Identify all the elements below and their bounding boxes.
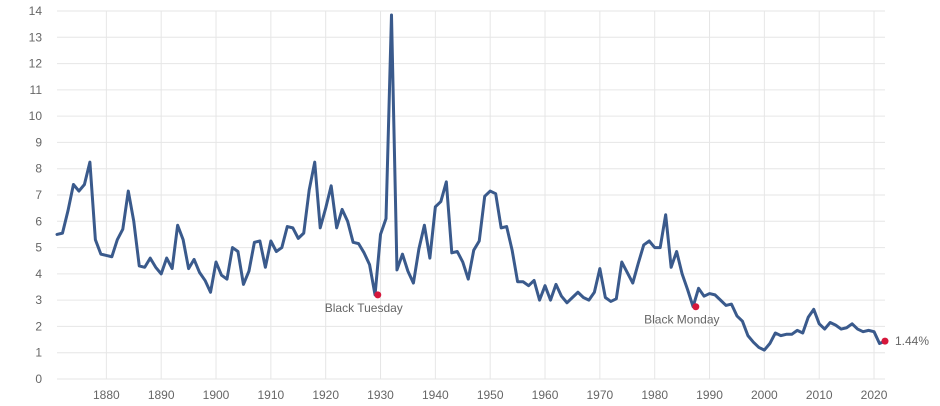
- y-tick-label: 2: [35, 319, 42, 333]
- x-axis: 1880 1890 1900 1910 1920 1930 1940 1950 1960 1970…: [93, 388, 888, 402]
- y-tick-label: 11: [30, 83, 43, 97]
- x-tick-label: 1950: [477, 388, 504, 402]
- y-tick-label: 4: [35, 267, 42, 281]
- x-tick-label: 1940: [422, 388, 449, 402]
- y-tick-label: 9: [35, 135, 42, 149]
- x-tick-label: 1960: [532, 388, 559, 402]
- annotation-marker[interactable]: [692, 303, 700, 311]
- x-tick-label: 1980: [641, 388, 668, 402]
- x-tick-label: 1970: [587, 388, 614, 402]
- y-tick-label: 5: [35, 241, 42, 255]
- y-tick-label: 12: [29, 57, 43, 71]
- x-tick-label: 1900: [203, 388, 230, 402]
- x-tick-label: 1910: [258, 388, 285, 402]
- x-tick-label: 1930: [367, 388, 394, 402]
- y-tick-label: 6: [35, 214, 42, 228]
- y-tick-label: 8: [35, 162, 42, 176]
- annotations-layer: Black Tuesday Black Monday 1.44%: [325, 291, 929, 348]
- annotation-marker[interactable]: [374, 291, 382, 299]
- dividend-yield-line: [55, 13, 887, 352]
- annotation-label: Black Tuesday: [325, 301, 403, 315]
- x-tick-label: 2010: [806, 388, 833, 402]
- annotation-marker[interactable]: [881, 337, 889, 345]
- y-tick-label: 10: [29, 109, 43, 123]
- grid-lines: [57, 10, 885, 380]
- annotation-label: 1.44%: [895, 334, 929, 348]
- y-tick-label: 3: [35, 293, 42, 307]
- y-tick-label: 14: [29, 4, 43, 18]
- x-tick-label: 1990: [696, 388, 723, 402]
- x-tick-label: 1920: [312, 388, 339, 402]
- y-tick-label: 1: [35, 346, 42, 360]
- series-layer: [55, 13, 887, 352]
- y-tick-label: 13: [29, 30, 43, 44]
- y-tick-label: 7: [35, 188, 42, 202]
- x-tick-label: 1890: [148, 388, 175, 402]
- annotation-label: Black Monday: [644, 313, 719, 327]
- y-tick-label: 0: [35, 372, 42, 386]
- x-tick-label: 1880: [93, 388, 120, 402]
- x-tick-label: 2000: [751, 388, 778, 402]
- x-tick-label: 2020: [861, 388, 888, 402]
